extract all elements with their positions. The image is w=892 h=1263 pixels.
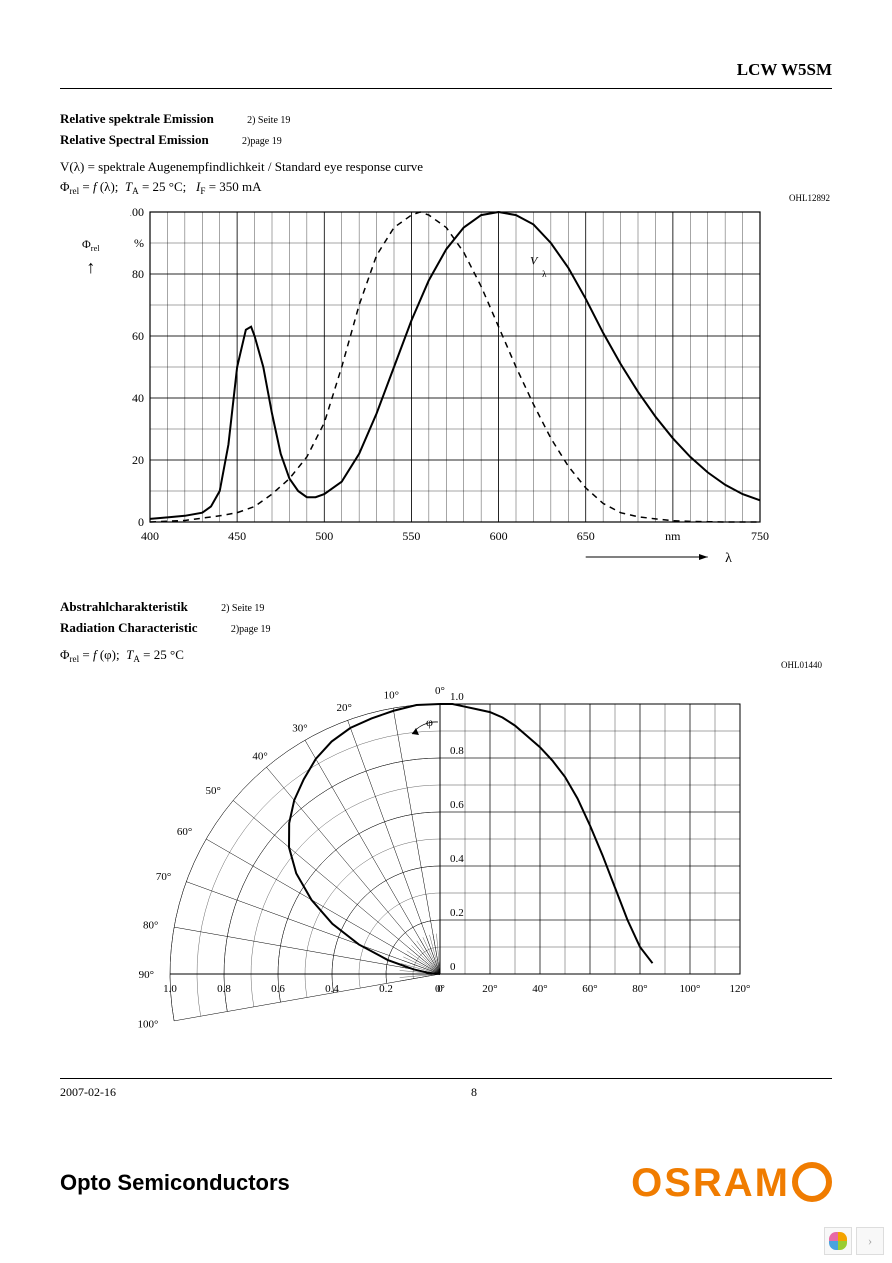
svg-text:650: 650 <box>577 529 595 543</box>
svg-text:1.0: 1.0 <box>450 691 464 703</box>
svg-text:0.4: 0.4 <box>450 853 464 865</box>
nav-next-button[interactable]: › <box>856 1227 884 1255</box>
svg-text:20°: 20° <box>482 983 497 995</box>
osram-logo: OSRAM <box>631 1162 832 1203</box>
svg-text:100°: 100° <box>680 983 701 995</box>
svg-text:40°: 40° <box>252 751 267 763</box>
svg-text:1.0: 1.0 <box>163 983 177 995</box>
part-number: LCW W5SM <box>737 60 832 79</box>
chart1-code: OHL12892 <box>789 193 830 203</box>
chart2-code: OHL01440 <box>781 660 822 670</box>
svg-text:0°: 0° <box>435 685 445 697</box>
svg-text:450: 450 <box>228 529 246 543</box>
svg-text:20: 20 <box>132 453 144 467</box>
svg-text:0.6: 0.6 <box>450 799 464 811</box>
apps-icon <box>829 1232 847 1250</box>
footer-date: 2007-02-16 <box>60 1085 116 1100</box>
footer-page: 8 <box>471 1085 477 1100</box>
page-header: LCW W5SM <box>60 60 832 89</box>
svg-text:600: 600 <box>490 529 508 543</box>
svg-text:30°: 30° <box>292 723 307 735</box>
svg-text:10°: 10° <box>384 689 399 701</box>
svg-text:0: 0 <box>450 961 456 973</box>
page-footer: 2007-02-16 8 <box>60 1078 832 1100</box>
svg-text:20°: 20° <box>337 702 352 714</box>
svg-text:80°: 80° <box>143 919 158 931</box>
chart1-title-de: Relative spektrale Emission <box>60 111 214 126</box>
svg-text:40°: 40° <box>532 983 547 995</box>
svg-text:750: 750 <box>751 529 769 543</box>
svg-text:nm: nm <box>665 529 681 543</box>
svg-text:500: 500 <box>315 529 333 543</box>
chart2-meta1: Φrel = f (φ); TA = 25 °C <box>60 645 832 667</box>
svg-text:0.8: 0.8 <box>217 983 231 995</box>
svg-text:0: 0 <box>138 515 144 529</box>
chart1-footnote-en: 2)page 19 <box>242 136 282 147</box>
chevron-right-icon: › <box>868 1233 872 1249</box>
svg-text:70°: 70° <box>156 871 171 883</box>
spectral-emission-block: Relative spektrale Emission 2) Seite 19 … <box>60 109 832 577</box>
chart2-title-en: Radiation Characteristic <box>60 620 198 635</box>
svg-text:0.8: 0.8 <box>450 745 464 757</box>
chart2-footnote-en: 2)page 19 <box>231 624 271 635</box>
nav-apps-button[interactable] <box>824 1227 852 1255</box>
svg-text:90°: 90° <box>139 969 154 981</box>
svg-text:80: 80 <box>132 267 144 281</box>
svg-text:40: 40 <box>132 391 144 405</box>
svg-text:0: 0 <box>437 983 443 995</box>
svg-text:80°: 80° <box>632 983 647 995</box>
svg-text:λ: λ <box>542 269 547 279</box>
chart2-title-de: Abstrahlcharakteristik <box>60 599 188 614</box>
chart1-title-en: Relative Spectral Emission <box>60 132 209 147</box>
svg-text:100: 100 <box>130 207 144 219</box>
svg-text:60°: 60° <box>582 983 597 995</box>
svg-text:0.6: 0.6 <box>271 983 285 995</box>
osram-ring-icon <box>792 1162 832 1202</box>
svg-text:φ: φ <box>426 715 433 729</box>
chart1-meta2: Φrel = f (λ); TA = 25 °C; IF = 350 mA <box>60 177 832 199</box>
radiation-block: Abstrahlcharakteristik 2) Seite 19 Radia… <box>60 597 832 1054</box>
svg-text:0.2: 0.2 <box>450 907 464 919</box>
brand-text: OSRAM <box>631 1161 790 1205</box>
svg-text:400: 400 <box>141 529 159 543</box>
nav-widget: › <box>824 1227 884 1255</box>
svg-text:λ: λ <box>725 551 732 566</box>
svg-text:60: 60 <box>132 329 144 343</box>
svg-text:0.2: 0.2 <box>379 983 393 995</box>
chart2-footnote-de: 2) Seite 19 <box>221 603 264 614</box>
radiation-chart: 0 0.2 0.4 0.6 0.8 1.0 0° 20° 40° 60° 80° 100° 120° 40… <box>110 674 790 1054</box>
opto-label: Opto Semiconductors <box>60 1170 290 1196</box>
chart1-meta1: V(λ) = spektrale Augenempfindlichkeit / … <box>60 157 832 178</box>
svg-text:%: % <box>134 236 144 250</box>
svg-text:0.4: 0.4 <box>325 983 339 995</box>
svg-text:120°: 120° <box>730 983 751 995</box>
spectral-emission-chart: 400450500550600650nm750020406080100%λVλ <box>130 207 770 577</box>
chart1-ylabel: Φrel <box>82 237 100 253</box>
svg-text:60°: 60° <box>177 826 192 838</box>
svg-text:50°: 50° <box>206 785 221 797</box>
svg-text:550: 550 <box>402 529 420 543</box>
svg-text:100°: 100° <box>137 1019 158 1031</box>
chart1-footnote-de: 2) Seite 19 <box>247 115 290 126</box>
